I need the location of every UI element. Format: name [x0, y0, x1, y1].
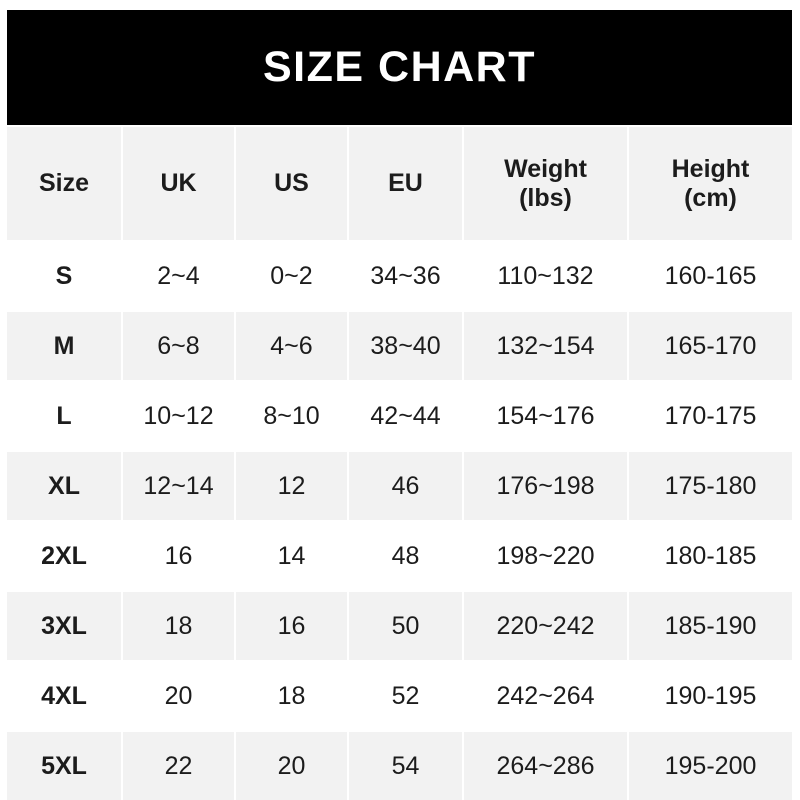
column-header-size: Size — [7, 127, 123, 242]
cell-us: 12 — [234, 451, 349, 522]
cell-uk: 10~12 — [121, 381, 236, 452]
column-header-eu: EU — [347, 127, 464, 242]
cell-weight: 110~132 — [462, 241, 629, 312]
cell-height: 175-180 — [627, 451, 792, 522]
cell-size: S — [7, 241, 123, 312]
column-header-weight: Weight (lbs) — [462, 127, 629, 242]
size-chart-table: Size UK US EU Weight (lbs) Height (cm) — [7, 127, 792, 800]
cell-eu: 38~40 — [347, 311, 464, 382]
cell-us: 20 — [234, 731, 349, 800]
cell-eu: 50 — [347, 591, 464, 662]
column-header-us: US — [234, 127, 349, 242]
cell-size: L — [7, 381, 123, 452]
cell-size: M — [7, 311, 123, 382]
cell-size: 3XL — [7, 591, 123, 662]
cell-us: 16 — [234, 591, 349, 662]
table-row: M 6~8 4~6 38~40 132~154 165-170 — [7, 311, 792, 382]
table-row: L 10~12 8~10 42~44 154~176 170-175 — [7, 381, 792, 452]
cell-us: 8~10 — [234, 381, 349, 452]
cell-eu: 46 — [347, 451, 464, 522]
cell-weight: 132~154 — [462, 311, 629, 382]
cell-eu: 52 — [347, 661, 464, 732]
column-header-height: Height (cm) — [627, 127, 792, 242]
column-header-weight-label: Weight — [504, 154, 587, 183]
cell-size: 4XL — [7, 661, 123, 732]
cell-uk: 18 — [121, 591, 236, 662]
cell-height: 195-200 — [627, 731, 792, 800]
cell-weight: 264~286 — [462, 731, 629, 800]
cell-weight: 176~198 — [462, 451, 629, 522]
cell-us: 18 — [234, 661, 349, 732]
cell-height: 185-190 — [627, 591, 792, 662]
cell-uk: 16 — [121, 521, 236, 592]
column-header-us-label: US — [274, 169, 309, 198]
cell-eu: 48 — [347, 521, 464, 592]
cell-size: XL — [7, 451, 123, 522]
cell-weight: 154~176 — [462, 381, 629, 452]
cell-weight: 242~264 — [462, 661, 629, 732]
column-header-uk: UK — [121, 127, 236, 242]
cell-uk: 20 — [121, 661, 236, 732]
cell-weight: 198~220 — [462, 521, 629, 592]
table-row: S 2~4 0~2 34~36 110~132 160-165 — [7, 241, 792, 312]
cell-weight: 220~242 — [462, 591, 629, 662]
column-header-height-label: Height — [671, 154, 750, 183]
cell-size: 5XL — [7, 731, 123, 800]
cell-eu: 42~44 — [347, 381, 464, 452]
column-header-uk-label: UK — [160, 169, 197, 198]
column-header-eu-label: EU — [388, 169, 423, 198]
cell-us: 14 — [234, 521, 349, 592]
table-row: 3XL 18 16 50 220~242 185-190 — [7, 591, 792, 662]
table-row: XL 12~14 12 46 176~198 175-180 — [7, 451, 792, 522]
cell-height: 170-175 — [627, 381, 792, 452]
cell-uk: 2~4 — [121, 241, 236, 312]
cell-us: 0~2 — [234, 241, 349, 312]
cell-uk: 22 — [121, 731, 236, 800]
cell-eu: 34~36 — [347, 241, 464, 312]
title-banner: SIZE CHART — [7, 10, 792, 125]
table-row: 2XL 16 14 48 198~220 180-185 — [7, 521, 792, 592]
column-header-weight-unit: (lbs) — [519, 183, 572, 212]
cell-eu: 54 — [347, 731, 464, 800]
column-header-size-label: Size — [38, 169, 90, 198]
table-body: S 2~4 0~2 34~36 110~132 160-165 M 6~8 4~… — [7, 241, 792, 800]
cell-height: 190-195 — [627, 661, 792, 732]
table-header: Size UK US EU Weight (lbs) Height (cm) — [7, 127, 792, 242]
cell-height: 160-165 — [627, 241, 792, 312]
cell-uk: 12~14 — [121, 451, 236, 522]
table-row: 4XL 20 18 52 242~264 190-195 — [7, 661, 792, 732]
table-row: 5XL 22 20 54 264~286 195-200 — [7, 731, 792, 800]
cell-size: 2XL — [7, 521, 123, 592]
column-header-height-unit: (cm) — [684, 183, 737, 212]
cell-height: 180-185 — [627, 521, 792, 592]
cell-us: 4~6 — [234, 311, 349, 382]
page-title: SIZE CHART — [263, 43, 536, 91]
cell-uk: 6~8 — [121, 311, 236, 382]
table-header-row: Size UK US EU Weight (lbs) Height (cm) — [7, 127, 792, 242]
cell-height: 165-170 — [627, 311, 792, 382]
